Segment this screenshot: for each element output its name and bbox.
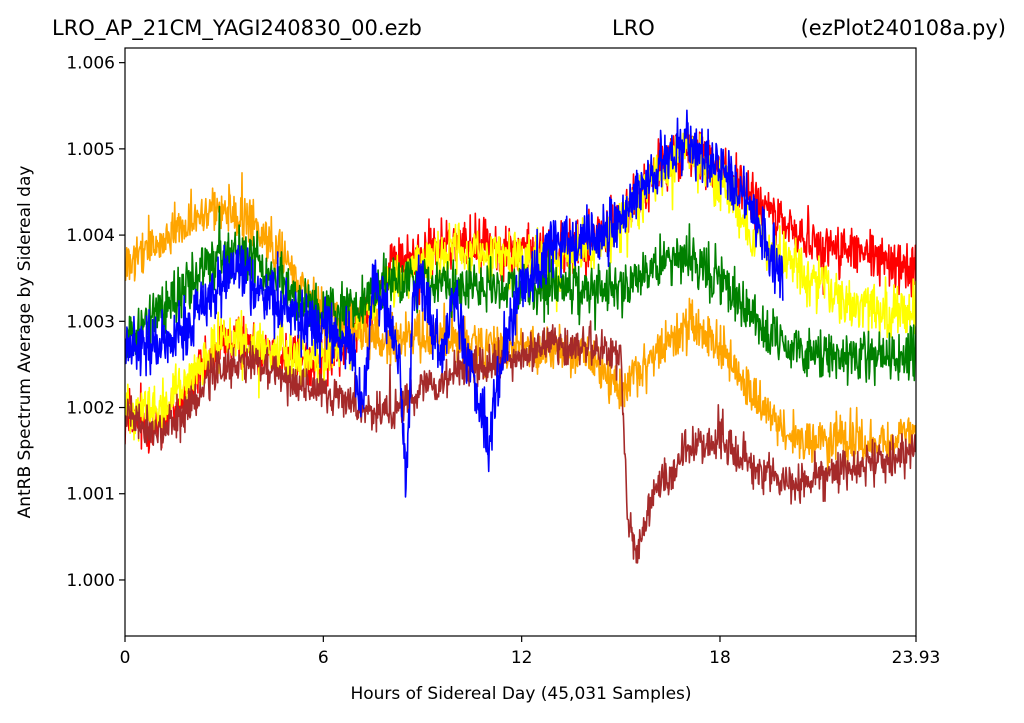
x-axis-label: Hours of Sidereal Day (45,031 Samples): [350, 684, 691, 704]
x-tick-label: 23.93: [892, 648, 941, 668]
chart-title-center: LRO: [612, 16, 655, 40]
series-line: [125, 172, 916, 475]
y-tick-label: 1.006: [66, 54, 115, 74]
x-tick-label: 18: [709, 648, 731, 668]
y-tick-label: 1.005: [66, 140, 115, 160]
series-line: [125, 109, 784, 498]
y-tick-label: 1.000: [66, 571, 115, 591]
y-tick-label: 1.001: [66, 485, 115, 505]
y-tick-label: 1.004: [66, 226, 115, 246]
y-tick-label: 1.002: [66, 399, 115, 419]
plot-frame: [124, 47, 917, 637]
chart-title-right: (ezPlot240108a.py): [801, 16, 1006, 40]
y-tick-label: 1.003: [66, 312, 115, 332]
series-line: [125, 320, 916, 564]
x-tick-label: 0: [120, 648, 131, 668]
x-axis: 0 6 12 18 23.93: [120, 636, 941, 668]
x-tick-label: 6: [318, 648, 329, 668]
chart-title-left: LRO_AP_21CM_YAGI240830_00.ezb: [52, 16, 422, 41]
x-tick-label: 12: [511, 648, 533, 668]
series-layer: [125, 109, 916, 564]
y-axis: 1.000 1.001 1.002 1.003 1.004 1.005 1.006: [66, 54, 125, 591]
series-line: [125, 128, 916, 442]
y-axis-label: AntRB Spectrum Average by Sidereal day: [15, 166, 35, 519]
